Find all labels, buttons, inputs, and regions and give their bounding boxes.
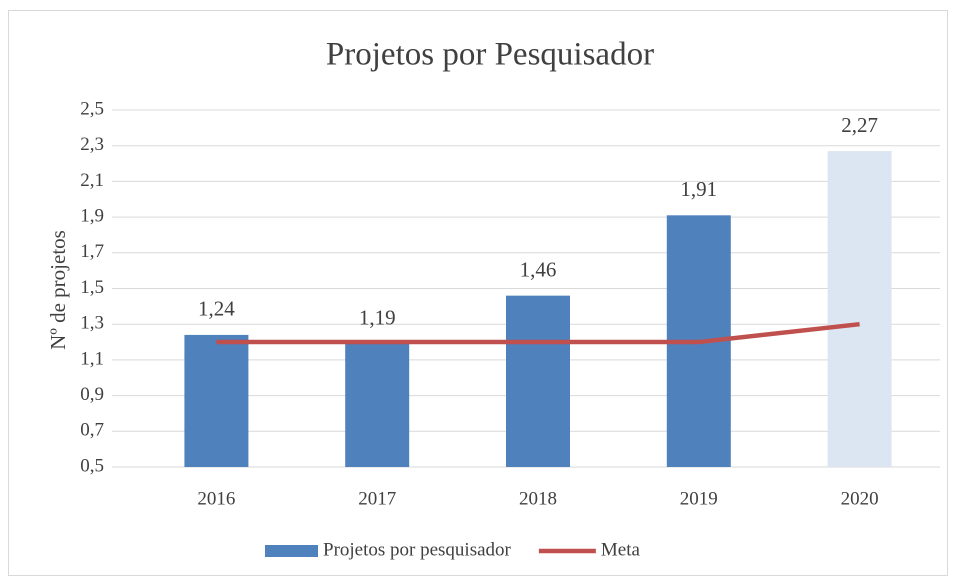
legend-label: Projetos por pesquisador [323, 539, 512, 560]
x-tick-label: 2018 [519, 488, 557, 509]
data-label: 1,24 [198, 297, 235, 321]
legend-label: Meta [601, 539, 641, 560]
y-tick-label: 1,7 [80, 241, 104, 262]
line [216, 321, 860, 345]
data-label: 2,27 [841, 113, 878, 137]
legend-swatch [265, 545, 318, 557]
x-tick-label: 2019 [680, 488, 718, 509]
chart-title: Projetos por Pesquisador [326, 37, 654, 73]
y-tick-label: 0,9 [80, 384, 104, 405]
data-label: 1,91 [680, 177, 717, 201]
y-tick-label: 1,3 [80, 313, 104, 334]
bar [345, 343, 410, 467]
x-tick-label: 2020 [841, 488, 879, 509]
x-tick-label: 2016 [197, 488, 235, 509]
bar [184, 334, 249, 467]
y-tick-label: 1,9 [80, 205, 104, 226]
y-tick-label: 2,5 [80, 98, 104, 119]
y-axis-label: Nº de projetos [46, 230, 70, 350]
y-tick-label: 1,5 [80, 277, 104, 298]
x-tick-label: 2017 [358, 488, 396, 509]
data-label: 1,19 [359, 306, 396, 330]
data-label: 1,46 [520, 257, 557, 281]
bar [827, 151, 892, 467]
y-tick-label: 2,1 [80, 170, 104, 191]
y-tick-label: 0,7 [80, 420, 104, 441]
y-tick-label: 0,5 [80, 455, 104, 476]
bar [506, 295, 570, 467]
chart-border [8, 10, 948, 576]
y-tick-label: 1,1 [80, 348, 104, 369]
y-tick-label: 2,3 [80, 134, 104, 155]
